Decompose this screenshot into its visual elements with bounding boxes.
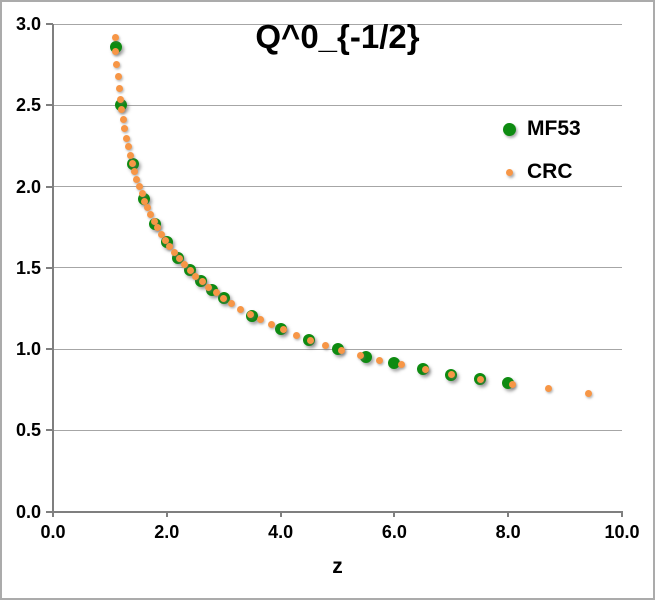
y-tick-mark [46, 510, 53, 513]
x-tick-mark [165, 511, 168, 517]
x-tick-label: 4.0 [268, 522, 294, 542]
data-point-crc [128, 160, 136, 168]
y-tick-label: 2.5 [15, 95, 41, 116]
data-point-crc [141, 197, 149, 205]
data-point-crc [112, 48, 120, 56]
data-point-crc [113, 61, 121, 69]
data-point-crc [397, 361, 405, 369]
legend-item-mf53: MF53 [499, 116, 581, 142]
data-point-crc [321, 341, 329, 349]
data-point-crc [205, 284, 213, 292]
y-tick-label: 0.5 [15, 420, 41, 441]
data-point-crc [150, 217, 158, 225]
data-point-crc [133, 175, 141, 183]
data-point-crc [508, 380, 516, 388]
chart-title: Q^0_{-1/2} [255, 18, 420, 55]
data-point-crc [166, 243, 174, 251]
data-point-crc [126, 151, 134, 159]
data-point-crc [186, 267, 194, 274]
y-tick-mark [46, 23, 53, 25]
y-tick-label: 2.0 [15, 176, 41, 197]
data-point-mf53 [388, 357, 401, 370]
data-point-crc [117, 95, 125, 103]
data-point-crc [279, 326, 287, 334]
data-point-crc [114, 73, 122, 81]
data-point-crc [257, 316, 264, 324]
data-point-crc [212, 289, 220, 297]
data-point-crc [138, 190, 146, 198]
y-axis-line [52, 24, 54, 517]
x-tick-mark [393, 511, 396, 517]
y-tick-mark [46, 104, 53, 107]
data-point-crc [421, 366, 429, 374]
x-tick-label: 10.0 [604, 522, 640, 542]
data-point-crc [147, 211, 155, 219]
gridline [53, 23, 622, 25]
gridline [53, 267, 622, 269]
data-point-crc [171, 249, 179, 257]
data-point-crc [198, 278, 206, 286]
legend-marker-slot [499, 122, 519, 136]
data-point-crc [118, 106, 126, 114]
data-point-crc [125, 143, 132, 151]
data-point-crc [111, 34, 119, 42]
data-point-crc [135, 183, 143, 191]
data-point-crc [237, 305, 245, 313]
y-tick-label: 1.5 [15, 257, 41, 278]
y-tick-mark [46, 348, 53, 350]
data-point-crc [175, 255, 183, 263]
mf53-marker-icon [502, 122, 516, 136]
y-tick-label: 0.0 [15, 501, 41, 522]
data-point-crc [306, 336, 314, 344]
data-point-crc [228, 300, 236, 308]
data-point-crc [476, 375, 484, 383]
legend-label-mf53: MF53 [527, 117, 581, 140]
y-tick-mark [46, 429, 53, 432]
data-point-crc [119, 116, 127, 124]
data-point-crc [131, 168, 139, 176]
data-point-crc [121, 125, 129, 133]
data-point-crc [544, 385, 552, 393]
y-tick-mark [46, 185, 53, 188]
data-point-crc [447, 371, 455, 378]
data-point-crc [584, 390, 592, 398]
data-point-crc [376, 356, 384, 364]
x-tick-label: 8.0 [495, 522, 521, 542]
x-axis-line [52, 511, 622, 513]
x-tick-mark [621, 511, 623, 517]
data-point-crc [123, 134, 131, 142]
gridline [53, 186, 622, 187]
data-point-crc [154, 224, 162, 232]
data-point-crc [338, 346, 346, 354]
x-tick-mark [507, 511, 510, 517]
data-point-crc [115, 85, 123, 92]
data-point-crc [192, 272, 200, 280]
data-point-crc [162, 237, 170, 245]
x-tick-label: 2.0 [154, 522, 180, 542]
data-point-crc [181, 261, 189, 269]
data-point-crc [220, 294, 228, 302]
y-tick-mark [46, 266, 53, 269]
data-point-crc [268, 321, 276, 329]
data-point-crc [158, 230, 166, 238]
crc-marker-icon [505, 168, 513, 176]
y-tick-label: 3.0 [15, 14, 41, 34]
data-point-crc [246, 310, 254, 318]
x-tick-mark [279, 511, 282, 517]
legend-label-crc: CRC [527, 160, 573, 183]
gridline [53, 429, 622, 431]
legend-marker-slot [499, 168, 519, 176]
x-axis-title: z [332, 555, 343, 578]
y-tick-label: 1.0 [15, 339, 41, 359]
x-tick-label: 0.0 [40, 522, 66, 542]
data-point-crc [292, 331, 300, 339]
legend-item-crc: CRC [499, 159, 581, 185]
x-tick-label: 6.0 [381, 522, 407, 542]
gridline [53, 104, 622, 106]
legend: MF53 CRC [499, 116, 581, 185]
data-point-crc [356, 351, 364, 359]
data-point-crc [144, 204, 152, 212]
